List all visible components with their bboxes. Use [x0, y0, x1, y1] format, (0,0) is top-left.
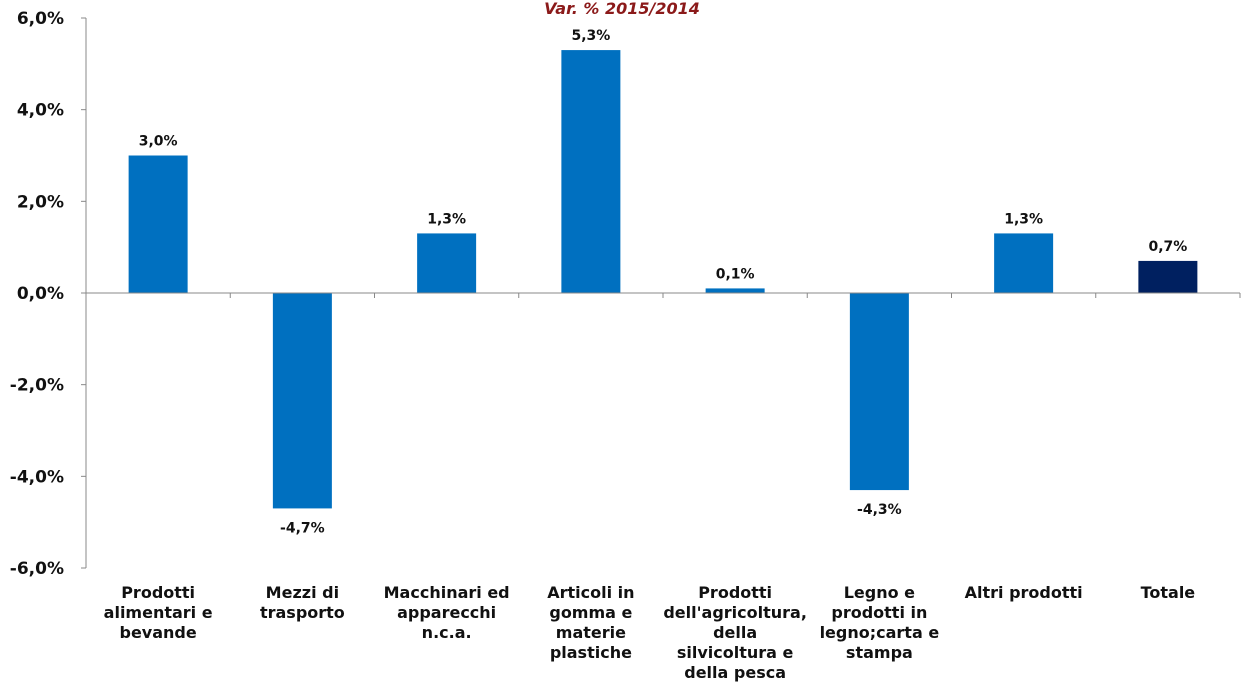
data-label: 1,3% — [1004, 211, 1043, 227]
bar — [994, 233, 1054, 293]
data-label: 0,1% — [716, 266, 755, 282]
bar — [561, 50, 621, 294]
y-tick-label: 2,0% — [17, 192, 64, 212]
x-tick-label: Legno e prodotti in legno;carta e stampa — [820, 583, 940, 662]
x-tick-label: Prodotti dell'agricoltura, della silvicoltu… — [663, 583, 807, 682]
x-tick-label: Prodotti alimentari e bevande — [104, 583, 213, 642]
y-tick-label: 0,0% — [17, 284, 64, 304]
y-tick-label: -2,0% — [10, 376, 64, 396]
x-tick-label: Mezzi di trasporto — [260, 583, 345, 622]
data-label: 0,7% — [1148, 239, 1187, 255]
bar — [849, 293, 909, 491]
x-tick-label: Articoli in gomma e materie plastiche — [547, 583, 634, 662]
bar — [1138, 260, 1198, 293]
y-tick-label: -4,0% — [10, 467, 64, 487]
y-tick-label: -6,0% — [10, 559, 64, 579]
y-axis: -6,0% -4,0% -2,0% 0,0% 2,0% 4,0% 6,0% — [10, 9, 87, 579]
x-tick-label: Totale — [1141, 583, 1196, 602]
y-tick-label: 4,0% — [17, 101, 64, 121]
bar — [272, 293, 332, 509]
x-tick-label: Macchinari ed apparecchi n.c.a. — [384, 583, 510, 642]
bar — [128, 155, 188, 293]
data-label: 5,3% — [571, 28, 610, 44]
chart-title: Var. % 2015/2014 — [544, 0, 700, 18]
bar — [705, 288, 765, 293]
data-label: -4,7% — [280, 520, 325, 536]
y-tick-label: 6,0% — [17, 9, 64, 29]
bar — [417, 233, 477, 293]
data-label: 1,3% — [427, 211, 466, 227]
x-tick-label: Altri prodotti — [965, 583, 1083, 602]
x-axis: Prodotti alimentari e bevande Mezzi di trasp… — [85, 292, 1241, 682]
data-labels: 3,0% -4,7% 1,3% 5,3% 0,1% -4,3% 1,3% 0,7% — [139, 28, 1188, 536]
data-label: 3,0% — [139, 134, 178, 150]
data-label: -4,3% — [857, 502, 902, 518]
bars — [128, 50, 1198, 509]
